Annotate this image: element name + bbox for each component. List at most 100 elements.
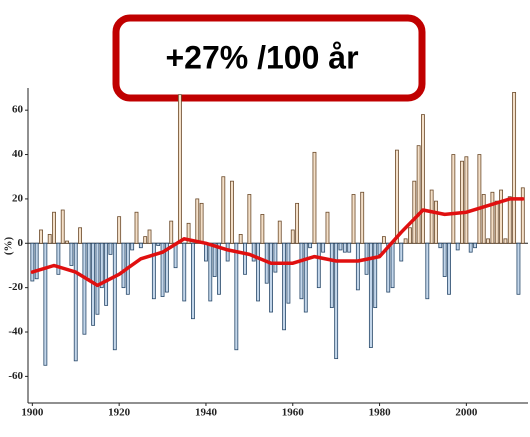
bar — [334, 242, 339, 360]
bar — [299, 242, 304, 300]
bar — [65, 240, 69, 244]
bar — [112, 242, 117, 351]
y-tick-label: 0 — [18, 237, 24, 249]
x-tick-label: 1960 — [282, 407, 305, 419]
bar — [182, 242, 187, 302]
bar — [460, 160, 464, 244]
bar — [260, 214, 265, 244]
bar — [503, 238, 508, 244]
bar — [442, 242, 447, 277]
bar — [447, 242, 451, 295]
bar — [477, 154, 482, 244]
bar — [30, 242, 35, 282]
bar — [368, 242, 373, 348]
bar — [43, 242, 48, 366]
annotation: +27% /100 år — [165, 39, 358, 75]
bar — [342, 242, 347, 253]
bar — [138, 242, 143, 249]
bar — [355, 242, 360, 291]
bar — [468, 242, 473, 253]
bar — [451, 154, 456, 244]
y-tick-label: 20 — [12, 192, 24, 204]
y-tick-label: -20 — [8, 281, 23, 293]
bar — [251, 242, 256, 262]
bar — [351, 194, 356, 244]
bar — [230, 180, 234, 244]
bar — [290, 229, 295, 244]
bar — [286, 242, 291, 304]
bar — [130, 242, 135, 251]
bar — [499, 189, 504, 244]
bar — [408, 227, 412, 244]
bar — [312, 151, 317, 244]
bar — [277, 220, 282, 244]
bar — [243, 242, 247, 275]
bar — [121, 242, 126, 289]
annotation-box — [112, 14, 426, 102]
bar — [78, 227, 83, 244]
bar — [151, 242, 156, 300]
bar — [316, 242, 321, 289]
bar — [143, 236, 148, 244]
bar — [434, 200, 438, 244]
bar — [455, 242, 460, 251]
bar — [386, 242, 391, 293]
bar — [486, 238, 490, 244]
bar — [512, 92, 517, 244]
x-tick-label: 2000 — [455, 407, 478, 419]
bar — [86, 242, 91, 280]
bar — [234, 242, 239, 351]
bar — [464, 156, 469, 244]
bar — [321, 242, 326, 253]
bar — [212, 242, 217, 277]
bar — [412, 180, 417, 244]
x-tick-label: 1900 — [21, 407, 44, 419]
bar — [325, 211, 330, 244]
bar — [221, 176, 226, 244]
bar — [160, 242, 165, 297]
bar — [425, 242, 430, 300]
bar — [208, 242, 213, 302]
bar — [295, 202, 300, 244]
bar — [147, 229, 152, 244]
bar — [421, 114, 425, 244]
bar — [269, 242, 273, 313]
bar — [34, 242, 39, 280]
bar — [303, 242, 308, 313]
bar — [52, 211, 56, 244]
bar — [416, 145, 421, 244]
bar — [60, 209, 65, 244]
bar — [169, 220, 174, 244]
bar — [256, 242, 260, 302]
bar — [69, 242, 74, 266]
y-tick-label: 40 — [12, 148, 24, 160]
bar — [520, 187, 525, 244]
bar — [481, 194, 486, 244]
bar — [308, 242, 313, 249]
y-tick-label: -40 — [8, 326, 23, 338]
bar — [204, 242, 208, 262]
bar — [177, 94, 182, 244]
bar — [360, 191, 365, 244]
y-tick-label: -60 — [8, 370, 23, 382]
bar — [490, 191, 495, 244]
bar — [225, 242, 230, 262]
trend-line — [30, 197, 525, 288]
bar — [39, 229, 43, 244]
bar — [347, 242, 352, 253]
bar — [377, 242, 382, 255]
y-axis-label: (%) — [3, 237, 15, 256]
bar — [191, 242, 195, 320]
bar — [73, 242, 78, 362]
bar — [238, 234, 243, 244]
bar — [117, 216, 122, 244]
bar — [82, 242, 87, 335]
bar — [247, 194, 252, 244]
bar — [47, 234, 52, 244]
bar — [429, 189, 434, 244]
bar — [99, 242, 104, 289]
bar — [56, 242, 61, 275]
bar — [195, 198, 200, 244]
bar — [399, 242, 404, 262]
